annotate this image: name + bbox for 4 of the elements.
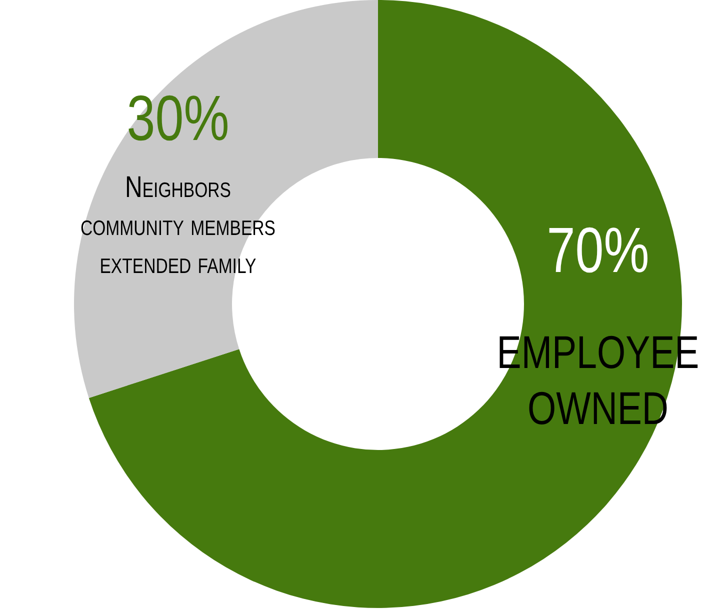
donut-slice	[74, 0, 378, 398]
data-label: 70%	[546, 216, 650, 286]
data-label: 30%	[126, 84, 230, 154]
slice-label: Neighbors community members extended family	[80, 169, 276, 280]
